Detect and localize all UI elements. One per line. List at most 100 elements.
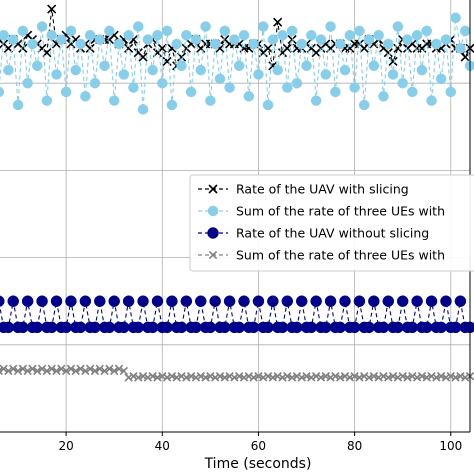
data-point-3-25 <box>110 366 119 376</box>
legend-box <box>189 174 474 272</box>
data-point-1-34 <box>152 29 163 41</box>
data-point-2-49 <box>223 295 236 307</box>
series-3 <box>0 364 474 382</box>
data-point-3-23 <box>100 366 109 376</box>
data-point-1-5 <box>12 99 24 111</box>
data-point-1-48 <box>219 25 231 37</box>
data-point-2-22 <box>94 295 106 307</box>
data-point-0-84 <box>393 43 403 53</box>
data-point-3-16 <box>66 364 76 373</box>
data-point-1-13 <box>51 69 62 80</box>
data-point-3-54 <box>249 373 258 382</box>
data-point-1-61 <box>282 82 293 93</box>
data-point-2-18 <box>74 321 87 334</box>
legend-swatch-marker-2 <box>207 227 219 239</box>
data-point-2-1 <box>0 295 5 307</box>
data-point-3-72 <box>336 373 345 382</box>
data-point-2-42 <box>190 321 202 334</box>
data-point-2-13 <box>50 295 63 307</box>
data-point-2-54 <box>247 321 260 334</box>
data-point-1-88 <box>411 29 423 41</box>
series-line-1 <box>0 17 471 110</box>
data-point-2-96 <box>449 321 462 334</box>
legend-entry-0: Rate of the UAV with slicing <box>198 182 409 197</box>
data-point-1-58 <box>267 34 279 45</box>
data-point-3-88 <box>412 373 422 382</box>
data-point-3-57 <box>263 372 273 381</box>
data-point-3-46 <box>211 373 220 382</box>
data-point-1-3 <box>3 64 14 76</box>
data-point-3-20 <box>85 364 95 373</box>
data-point-1-37 <box>166 99 178 111</box>
data-point-2-63 <box>291 321 303 334</box>
data-point-3-65 <box>302 372 311 381</box>
data-point-2-75 <box>348 321 361 334</box>
data-point-0-12 <box>47 4 57 14</box>
data-point-2-39 <box>175 321 188 334</box>
x-tick-label-1: 40 <box>155 439 170 453</box>
legend-label-1: Sum of the rate of three UEs with <box>236 204 445 219</box>
legend-entry-1: Sum of the rate of three UEs with <box>198 204 445 219</box>
data-point-2-52 <box>238 295 250 307</box>
data-point-2-34 <box>151 295 164 307</box>
data-point-1-78 <box>363 34 375 45</box>
data-point-1-56 <box>258 21 269 32</box>
data-point-3-19 <box>81 366 90 376</box>
data-point-2-64 <box>295 295 308 307</box>
data-point-3-58 <box>268 373 278 382</box>
data-point-1-29 <box>128 82 139 93</box>
data-point-3-97 <box>456 372 465 381</box>
data-point-3-77 <box>360 372 369 381</box>
data-point-1-23 <box>99 60 110 72</box>
data-point-1-31 <box>137 104 149 115</box>
data-point-1-87 <box>407 86 418 98</box>
data-point-2-3 <box>2 321 15 334</box>
data-point-3-36 <box>162 373 172 382</box>
data-point-1-27 <box>118 69 130 80</box>
data-point-3-22 <box>95 364 104 373</box>
data-point-2-82 <box>382 295 395 307</box>
data-point-3-78 <box>364 373 374 382</box>
data-point-3-6 <box>18 364 28 373</box>
data-point-1-45 <box>205 95 216 106</box>
data-point-3-30 <box>134 373 143 382</box>
data-point-3-27 <box>119 366 128 376</box>
data-point-3-18 <box>76 364 85 373</box>
data-point-2-93 <box>435 321 447 334</box>
data-point-3-26 <box>114 364 124 373</box>
data-point-1-85 <box>397 77 408 89</box>
data-point-3-75 <box>350 372 359 381</box>
data-point-1-67 <box>310 95 322 106</box>
data-point-1-66 <box>306 29 317 41</box>
data-point-2-15 <box>60 321 72 334</box>
data-point-2-51 <box>233 321 245 334</box>
data-point-2-4 <box>7 295 19 307</box>
data-point-3-82 <box>384 373 393 382</box>
data-point-3-7 <box>23 366 32 376</box>
data-point-3-13 <box>52 366 61 376</box>
data-point-1-57 <box>262 99 274 111</box>
data-point-3-68 <box>316 373 326 382</box>
data-point-3-33 <box>148 372 157 381</box>
data-point-3-2 <box>0 364 8 373</box>
data-point-1-93 <box>435 73 447 85</box>
legend-swatch-marker-0 <box>208 184 218 194</box>
x-ticks: 20 40 60 80 100 <box>58 432 462 453</box>
legend-entry-2: Rate of the UAV without slicing <box>198 226 429 241</box>
data-point-2-43 <box>194 295 207 307</box>
data-point-1-81 <box>378 91 389 102</box>
data-point-2-37 <box>166 295 178 307</box>
data-point-2-69 <box>320 321 332 334</box>
data-point-3-80 <box>374 373 383 382</box>
series-1 <box>0 12 474 115</box>
data-point-1-7 <box>22 77 33 89</box>
data-point-2-27 <box>118 321 130 334</box>
data-point-1-64 <box>296 38 307 50</box>
data-point-1-65 <box>301 60 312 72</box>
data-point-1-90 <box>421 25 432 37</box>
data-point-1-9 <box>32 60 43 72</box>
data-point-3-47 <box>215 372 225 381</box>
data-point-3-35 <box>158 372 167 381</box>
data-point-2-21 <box>89 321 101 334</box>
data-point-3-70 <box>326 373 335 382</box>
